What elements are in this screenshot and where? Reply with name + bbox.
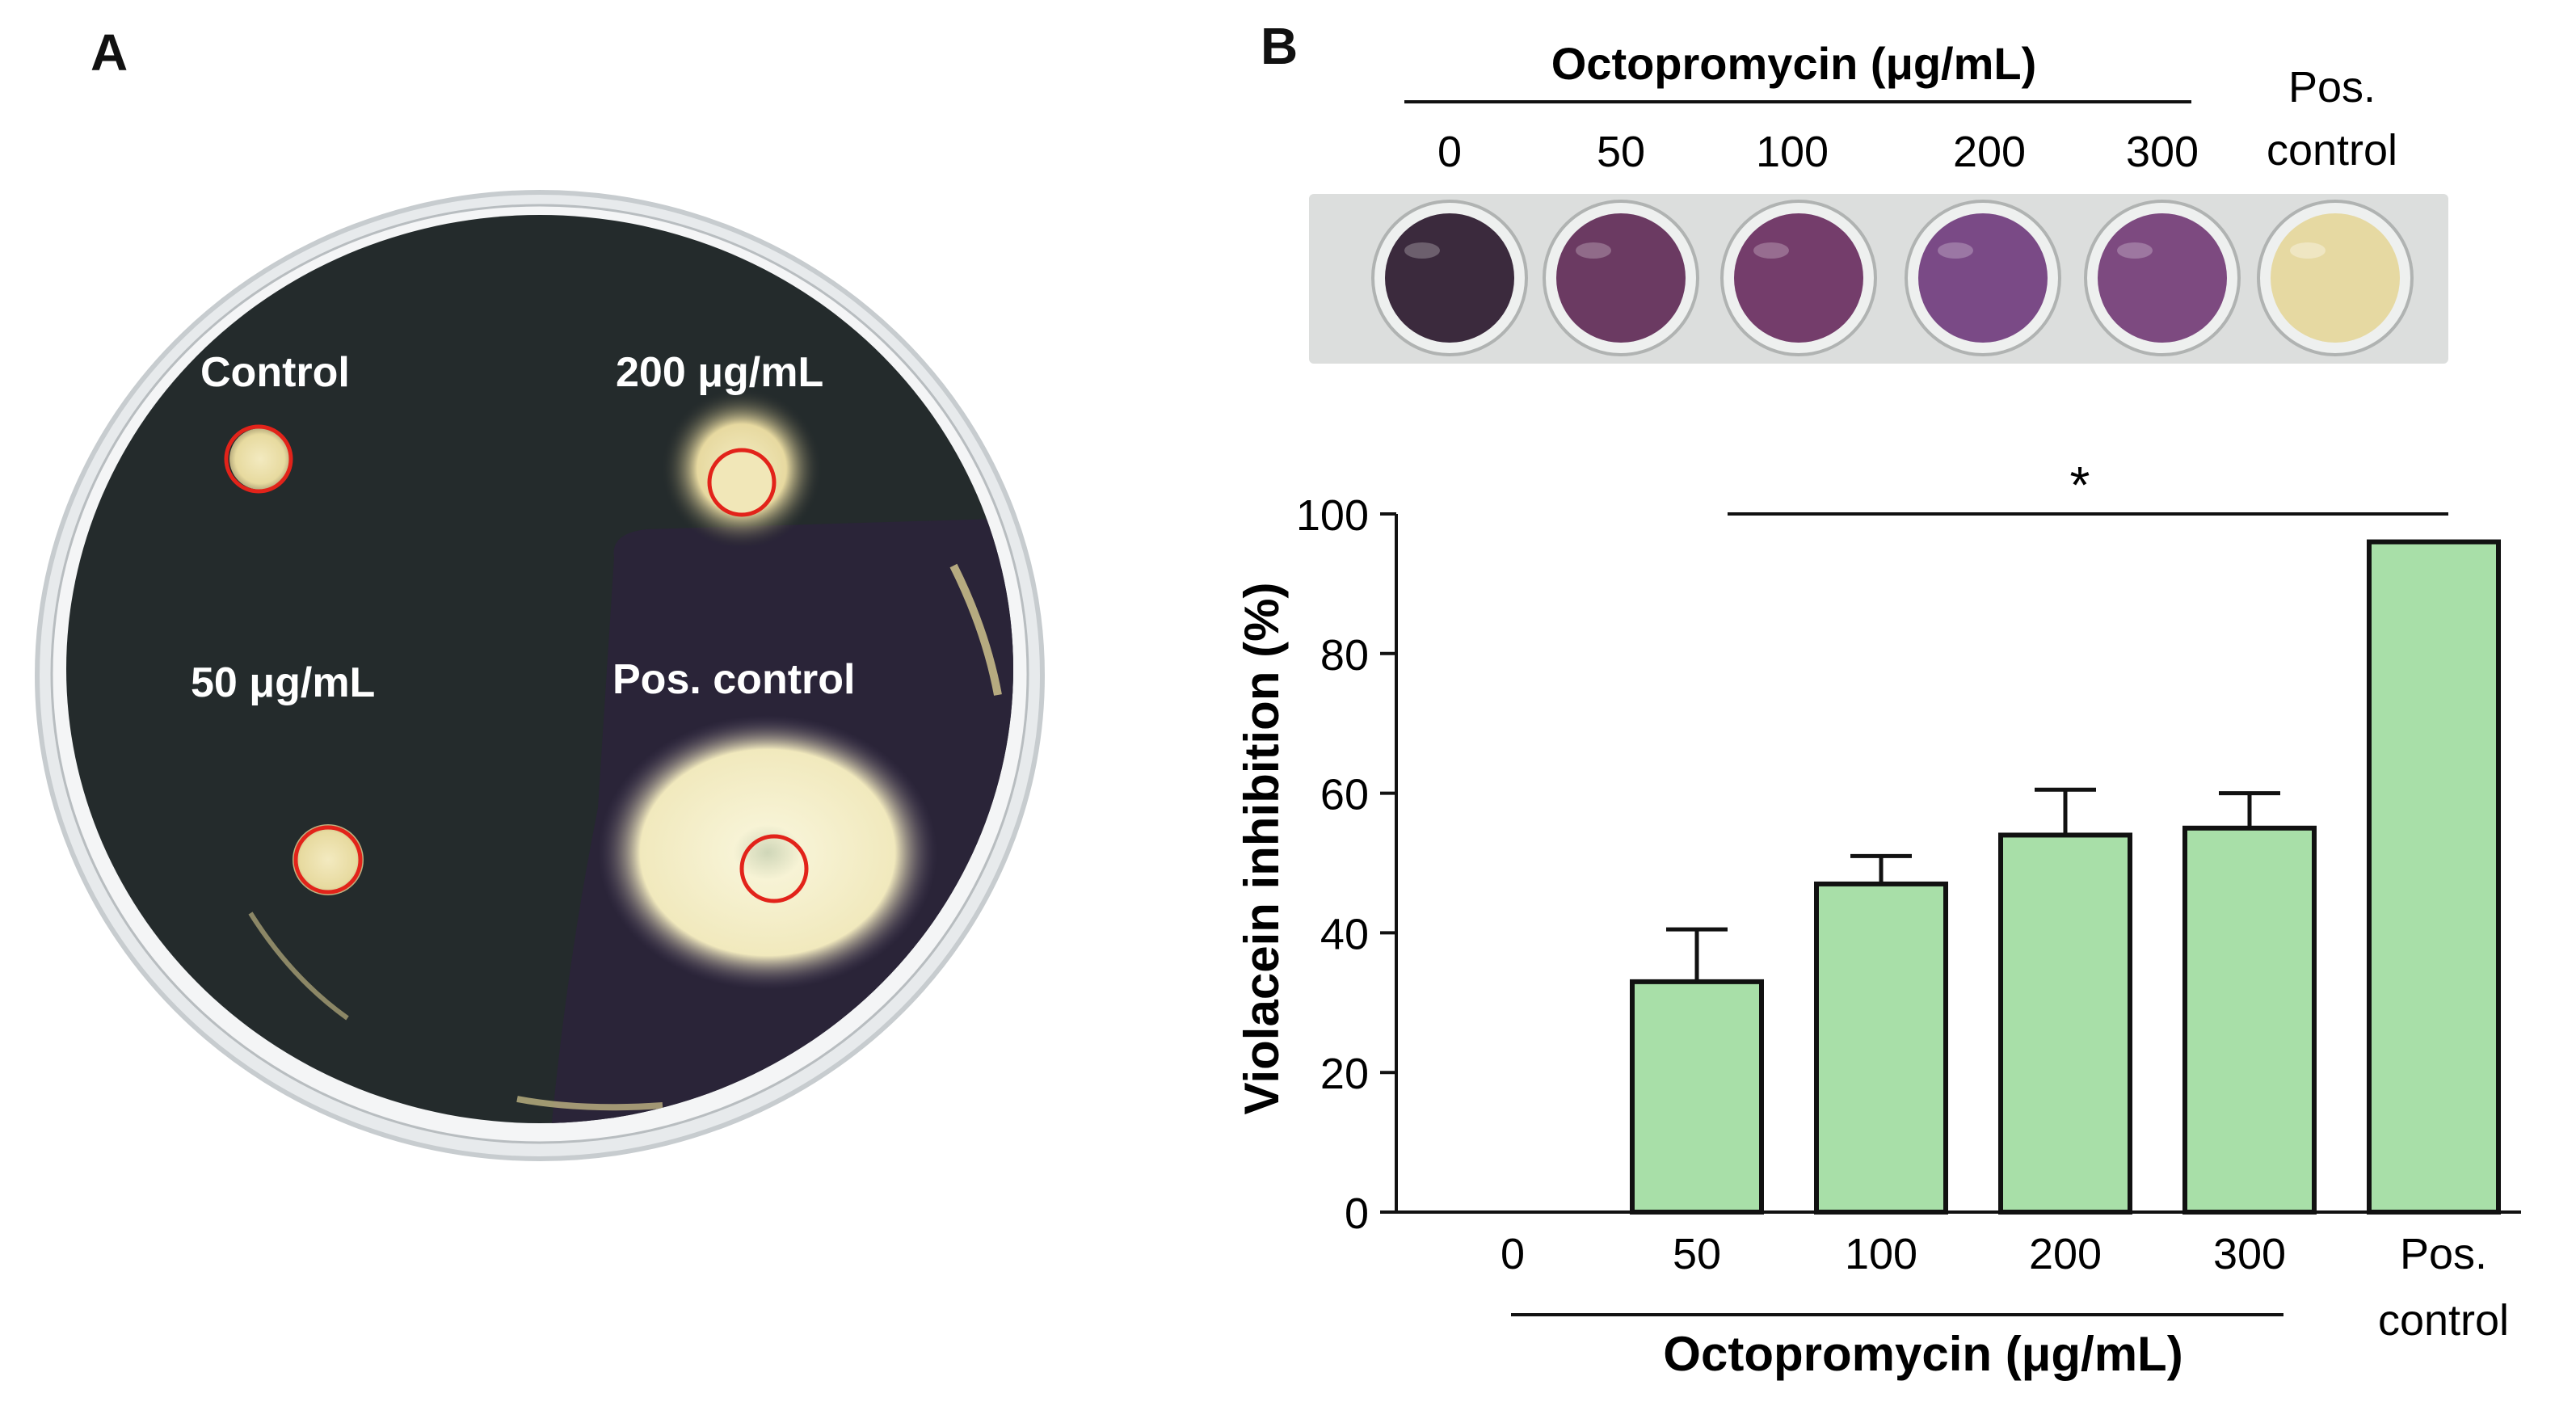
y-tick-label: 100 xyxy=(1296,491,1369,540)
label-control: Control xyxy=(200,349,350,396)
wells-header: Octopromycin (μg/mL) xyxy=(1551,38,2037,89)
inhibition-zone-pos xyxy=(598,715,937,990)
x-tick-label: 200 xyxy=(2029,1230,2102,1278)
bar-300 xyxy=(2182,825,2317,1215)
y-tick-label: 0 xyxy=(1345,1189,1369,1238)
bar-100 xyxy=(1814,881,1948,1215)
bar-200 xyxy=(1998,832,2132,1215)
well-label-300: 300 xyxy=(2126,128,2199,176)
well-label-200: 200 xyxy=(1953,128,2026,176)
marker-pos xyxy=(739,834,809,903)
petri-dish-photo: Control 200 μg/mL 50 μg/mL Pos. control xyxy=(35,190,1045,1161)
marker-50 xyxy=(293,825,363,895)
panel-b-letter: B xyxy=(1261,17,1299,75)
bar-50 xyxy=(1630,979,1764,1215)
spot-200 xyxy=(711,452,772,513)
well-label-100: 100 xyxy=(1756,128,1829,176)
panel-a-letter: A xyxy=(90,23,128,82)
x-axis-label: Octopromycin (μg/mL) xyxy=(1663,1327,2182,1381)
x-tick-label: Pos. xyxy=(2400,1230,2487,1278)
y-tick-label: 60 xyxy=(1320,771,1369,819)
x-tick-label: control xyxy=(2378,1296,2509,1345)
marker-200 xyxy=(707,448,777,517)
x-tick-label: 300 xyxy=(2213,1230,2286,1278)
marker-control xyxy=(224,424,293,494)
x-tick-label: 0 xyxy=(1501,1230,1525,1278)
wells-photo: Octopromycin (μg/mL) 0 50 100 200 300 Po… xyxy=(1309,38,2448,364)
y-tick-label: 40 xyxy=(1320,910,1369,958)
x-tick-label: 100 xyxy=(1845,1230,1917,1278)
bar-pos-control xyxy=(2367,539,2501,1215)
spot-50 xyxy=(293,824,364,895)
spot-control xyxy=(229,428,291,490)
well-label-pos-1: Pos. xyxy=(2288,63,2376,112)
y-tick-label: 80 xyxy=(1320,631,1369,680)
x-tick-label: 50 xyxy=(1673,1230,1721,1278)
well-label-pos-2: control xyxy=(2267,126,2397,175)
y-tick-label: 20 xyxy=(1320,1050,1369,1098)
label-50: 50 μg/mL xyxy=(191,659,375,706)
well-label-50: 50 xyxy=(1597,128,1645,176)
label-pos: Pos. control xyxy=(612,656,855,703)
wells-row xyxy=(1371,200,2414,356)
well-label-0: 0 xyxy=(1437,128,1462,176)
label-200: 200 μg/mL xyxy=(616,349,823,396)
y-axis-label: Violacein inhibition (%) xyxy=(1235,583,1289,1115)
significance-star: * xyxy=(2070,456,2090,514)
